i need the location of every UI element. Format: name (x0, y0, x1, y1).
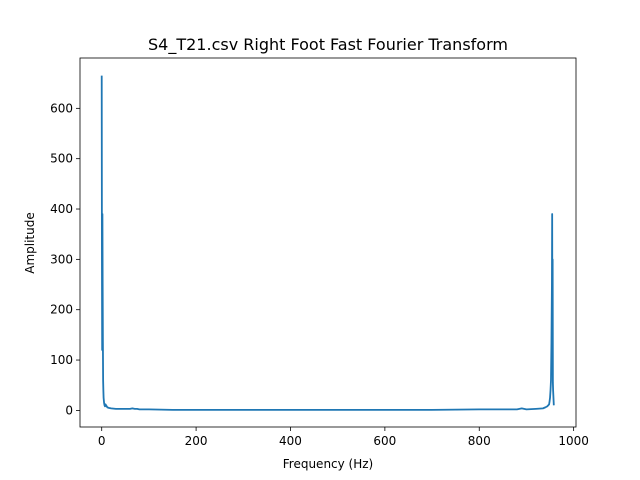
x-tick-label: 600 (373, 434, 396, 448)
plot-area: 0 200 400 600 800 1000 0 100 200 300 400 500 600 (50, 57, 589, 448)
y-tick-label: 200 (50, 303, 73, 317)
series-line-0 (100, 75, 555, 411)
y-axis-label: Amplitude (23, 212, 37, 274)
y-tick-label: 300 (50, 252, 73, 266)
y-tick-label: 100 (50, 353, 73, 367)
y-tick-label: 600 (50, 101, 73, 115)
x-tick-label: 800 (468, 434, 491, 448)
x-tick-label: 1000 (558, 434, 589, 448)
x-axis-label: Frequency (Hz) (283, 457, 374, 471)
y-tick-label: 400 (50, 202, 73, 216)
x-tick-label: 200 (185, 434, 208, 448)
chart-title: S4_T21.csv Right Foot Fast Fourier Trans… (148, 35, 508, 55)
y-tick-label: 500 (50, 152, 73, 166)
x-tick-label: 400 (279, 434, 302, 448)
axes-frame (79, 57, 577, 428)
y-tick-label: 0 (65, 403, 73, 417)
x-tick-label: 0 (98, 434, 106, 448)
